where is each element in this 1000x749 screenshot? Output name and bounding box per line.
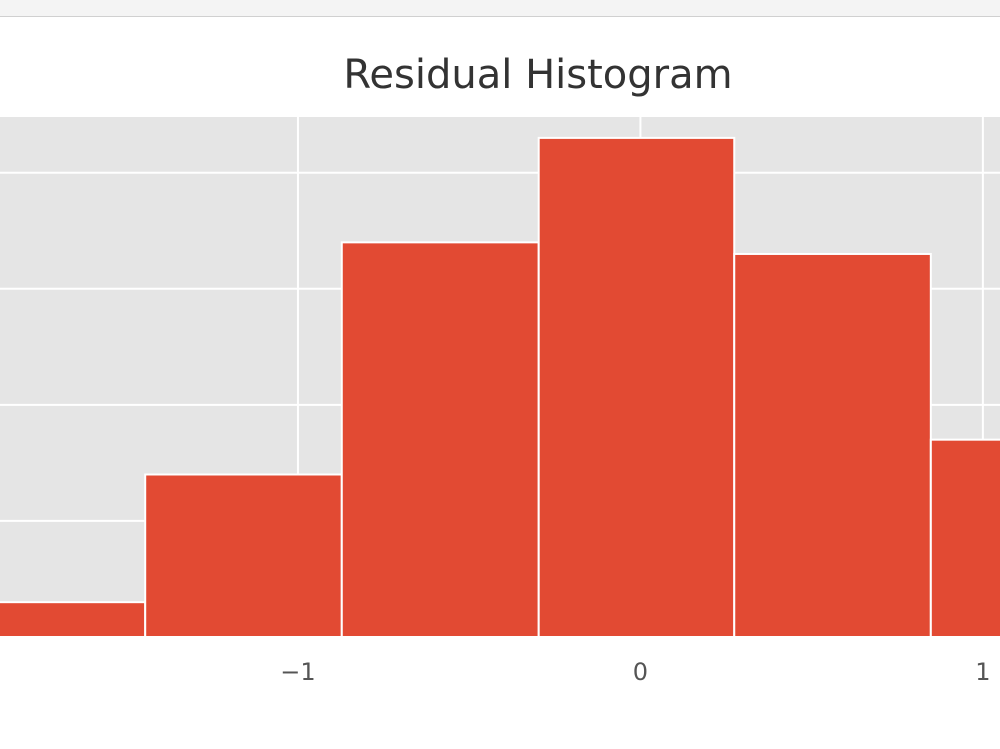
bar bbox=[340, 241, 540, 637]
bars bbox=[0, 136, 1000, 637]
chart-title: Residual Histogram bbox=[343, 52, 732, 98]
x-tick-label: −1 bbox=[280, 658, 315, 686]
x-tick-label: 0 bbox=[633, 658, 648, 686]
browser-strip bbox=[0, 0, 1000, 16]
tick-labels: −1 0 1 bbox=[280, 658, 990, 686]
bar bbox=[733, 252, 932, 637]
bar bbox=[144, 473, 343, 637]
bar bbox=[537, 136, 736, 637]
bar bbox=[0, 601, 147, 637]
x-tick-label: 1 bbox=[975, 658, 990, 686]
bar bbox=[929, 438, 1000, 637]
